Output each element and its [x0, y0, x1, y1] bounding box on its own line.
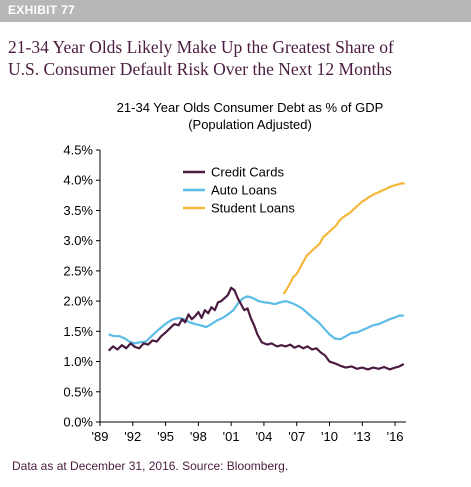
series-line-auto-loans [108, 295, 404, 345]
y-tick-label: 0.5% [63, 384, 93, 399]
y-tick-label: 3.5% [63, 203, 93, 218]
chart-title: 21-34 Year Olds Consumer Debt as % of GD… [117, 100, 384, 115]
chart-legend: Credit Cards Auto Loans Student Loans [183, 165, 295, 216]
x-tick-label: '07 [288, 429, 305, 444]
y-tick-label: 1.5% [63, 324, 93, 339]
y-tick-label: 0.0% [63, 415, 93, 430]
series-line-student-loans [282, 182, 406, 295]
y-tick-label: 3.0% [63, 233, 93, 248]
y-tick-label: 1.0% [63, 354, 93, 369]
source-note: Data as at December 31, 2016. Source: Bl… [12, 459, 289, 473]
x-tick-label: '89 [92, 429, 109, 444]
series-line-credit-cards [107, 286, 405, 371]
x-tick-label: '01 [223, 429, 240, 444]
legend-label: Credit Cards [211, 165, 284, 180]
headline-line-2: U.S. Consumer Default Risk Over the Next… [8, 59, 392, 79]
exhibit-label: EXHIBIT 77 [8, 3, 76, 17]
x-tick-label: '10 [321, 429, 338, 444]
y-tick-label: 2.0% [63, 294, 93, 309]
y-tick-label: 4.0% [63, 173, 93, 188]
x-tick-label: '92 [124, 429, 141, 444]
x-tick-label: '98 [190, 429, 207, 444]
legend-label: Student Loans [211, 201, 295, 216]
headline: 21-34 Year Olds Likely Make Up the Great… [8, 36, 468, 80]
x-tick-label: '04 [255, 429, 272, 444]
legend-label: Auto Loans [211, 183, 277, 198]
chart-axes: 0.0% 0.5% 1.0% 1.5% 2.0% 2.5% 3.0% 3.5% 4.0% 4.5%… [63, 143, 406, 444]
headline-line-1: 21-34 Year Olds Likely Make Up the Great… [8, 37, 394, 57]
y-tick-label: 4.5% [63, 143, 93, 158]
chart-subtitle: (Population Adjusted) [188, 117, 312, 132]
exhibit-banner: EXHIBIT 77 [0, 0, 471, 22]
x-tick-label: '16 [387, 429, 404, 444]
x-tick-label: '95 [157, 429, 174, 444]
y-tick-label: 2.5% [63, 263, 93, 278]
chart-series-lines [107, 182, 406, 371]
x-tick-label: '13 [354, 429, 371, 444]
